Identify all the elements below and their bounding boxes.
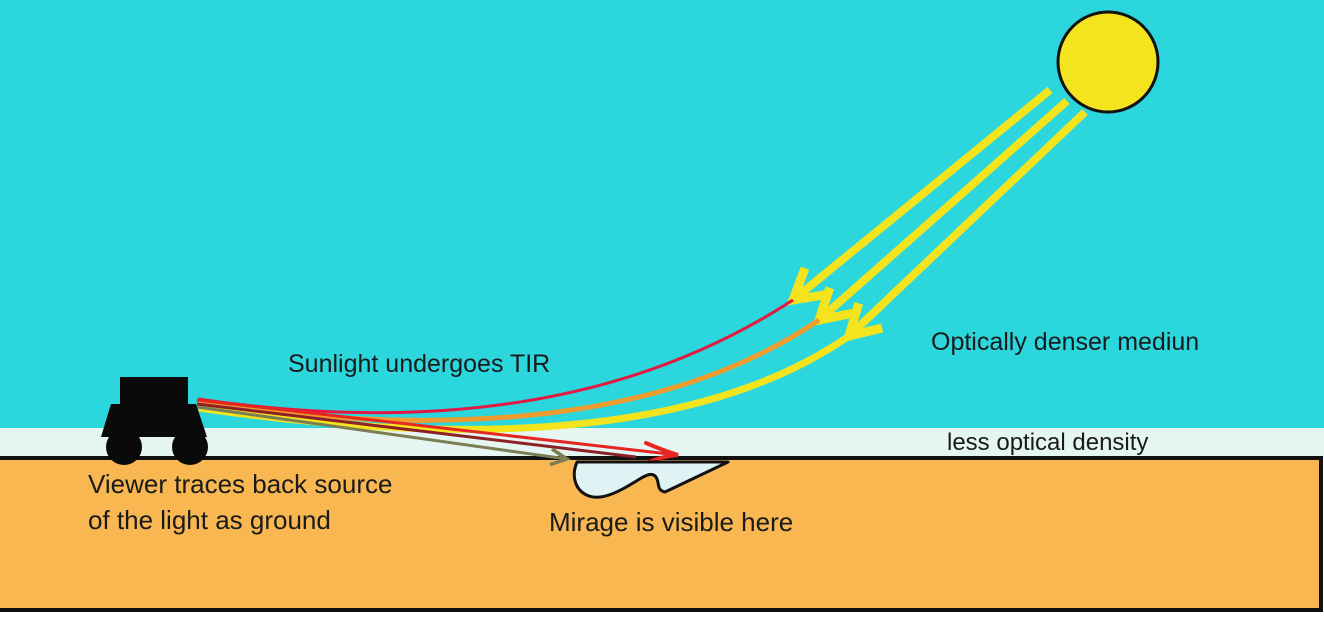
sun-beam-2 [816, 98, 1070, 323]
trace-ray-red-arrowhead-icon [644, 441, 679, 464]
trace-back-rays [196, 398, 679, 467]
mirage-puddle [572, 460, 730, 499]
tir-ray-orange [197, 317, 821, 423]
label-mirage-visible: Mirage is visible here [549, 507, 794, 537]
trace-ray-olive [196, 405, 568, 461]
label-viewer-traces-line1: Viewer traces back source [88, 469, 393, 499]
tir-ray-yellow [198, 333, 851, 433]
trace-ray-olive-arrowhead-icon [549, 447, 571, 467]
sun-beam-3 [846, 109, 1088, 339]
tir-refracted-rays [197, 298, 851, 433]
trace-ray-darkred [196, 402, 637, 459]
label-sunlight-tir: Sunlight undergoes TIR [288, 350, 551, 378]
label-denser-medium: Optically denser mediun [931, 328, 1200, 356]
sun [1056, 10, 1160, 114]
label-viewer-traces-line2: of the light as ground [88, 505, 331, 535]
car-body [101, 404, 207, 437]
sun-beam-1 [790, 86, 1053, 304]
car-cab [120, 377, 188, 407]
trace-ray-red [196, 398, 679, 457]
tir-ray-crimson [197, 298, 794, 415]
label-less-optical-density: less optical density [947, 429, 1149, 456]
viewer-car [101, 377, 208, 465]
car-wheel-right [172, 429, 208, 465]
label-viewer-traces: Viewer traces back source of the light a… [88, 466, 392, 538]
car-wheel-left [106, 429, 142, 465]
